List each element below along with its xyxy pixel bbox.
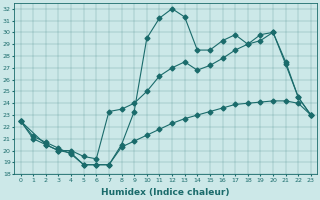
X-axis label: Humidex (Indice chaleur): Humidex (Indice chaleur) [101, 188, 230, 197]
